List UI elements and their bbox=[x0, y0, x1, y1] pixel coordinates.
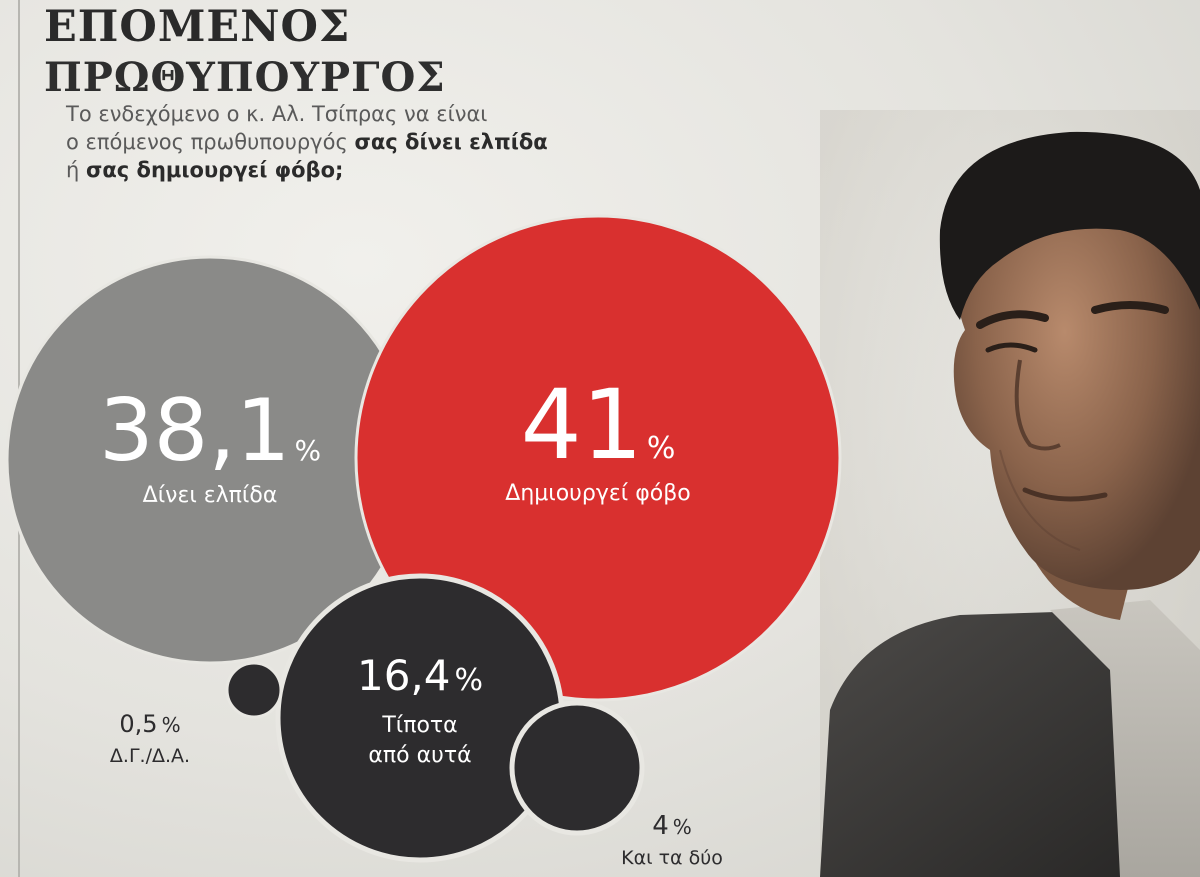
bubble-value-dk: 0,5% bbox=[119, 710, 180, 738]
face bbox=[953, 160, 1200, 590]
value-unit-both: % bbox=[673, 815, 692, 839]
question-line-1: Το ενδεχόμενο ο κ. Αλ. Τσίπρας να είναι bbox=[66, 102, 488, 126]
value-unit-neither: % bbox=[455, 663, 484, 698]
question-line-2-regular: ο επόμενος πρωθυπουργός bbox=[66, 130, 355, 154]
bubble-label-neither: Τίποτα bbox=[381, 713, 457, 738]
eyebrow bbox=[976, 310, 1049, 329]
question-line-3-bold: σας δημιουργεί φόβο; bbox=[86, 158, 344, 182]
suit-jacket bbox=[820, 610, 1200, 877]
bubble-label-hope: Δίνει ελπίδα bbox=[143, 483, 278, 508]
bubble-label-both: Και τα δύο bbox=[621, 847, 723, 869]
eye bbox=[985, 342, 1038, 353]
value-number-both: 4 bbox=[652, 811, 669, 841]
headline-line-1: ΕΠΟΜΕΝΟΣ bbox=[44, 2, 351, 52]
bubble-value-neither: 16,4% bbox=[357, 651, 483, 700]
shirt-collar bbox=[1050, 600, 1200, 877]
bubble-value-fear: 41% bbox=[521, 369, 676, 481]
poll-question: Το ενδεχόμενο ο κ. Αλ. Τσίπρας να είναι … bbox=[66, 100, 666, 184]
question-line-2-bold: σας δίνει ελπίδα bbox=[354, 130, 548, 154]
bubble-value-both: 4% bbox=[652, 811, 692, 841]
mouth bbox=[1022, 487, 1108, 502]
value-number-fear: 41 bbox=[521, 369, 643, 481]
value-unit-hope: % bbox=[294, 434, 321, 467]
question-line-3: ή σας δημιουργεί φόβο; bbox=[66, 156, 666, 184]
bubble-label-fear: Δημιουργεί φόβο bbox=[505, 481, 690, 506]
stubble-shadow bbox=[999, 449, 1081, 551]
value-number-dk: 0,5 bbox=[119, 710, 157, 738]
value-unit-fear: % bbox=[647, 431, 676, 466]
bubble-label-dk: Δ.Γ./Δ.Α. bbox=[110, 745, 190, 767]
bubble-fear bbox=[354, 214, 842, 702]
value-unit-dk: % bbox=[162, 713, 181, 737]
question-line-3-regular: ή bbox=[66, 158, 86, 182]
value-number-neither: 16,4 bbox=[357, 651, 451, 700]
hair bbox=[939, 131, 1200, 320]
nose bbox=[1014, 359, 1061, 451]
bubble-label-neither: από αυτά bbox=[368, 743, 471, 768]
bubble-both bbox=[509, 700, 645, 836]
value-number-hope: 38,1 bbox=[99, 381, 290, 481]
portrait-photo bbox=[820, 110, 1200, 877]
eyebrow-2 bbox=[1091, 301, 1169, 314]
question-line-2: ο επόμενος πρωθυπουργός σας δίνει ελπίδα bbox=[66, 128, 666, 156]
bubble-value-hope: 38,1% bbox=[99, 381, 321, 481]
bubble-dk bbox=[225, 661, 283, 719]
headline-line-2: ΠΡΩΘΥΠΟΥΡΓΟΣ bbox=[44, 54, 446, 101]
